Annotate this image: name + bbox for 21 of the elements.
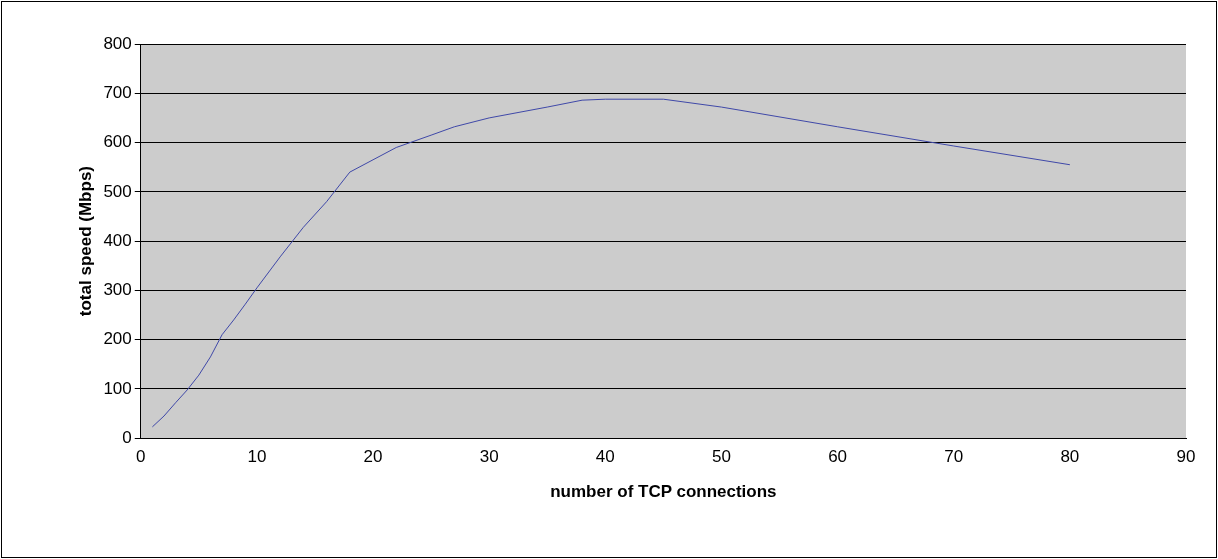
x-tick-label: 50 <box>711 447 731 467</box>
y-tick-label: 800 <box>103 33 132 53</box>
x-tick-label: 60 <box>828 447 848 467</box>
y-tick-label: 400 <box>103 230 132 250</box>
x-tick-label: 30 <box>479 447 499 467</box>
x-tick-label: 90 <box>1176 447 1196 467</box>
y-axis-title: total speed (Mbps) <box>75 166 95 317</box>
x-tick-label: 10 <box>247 447 267 467</box>
x-tick-label: 70 <box>944 447 964 467</box>
y-tick-label: 200 <box>103 329 132 349</box>
x-tick-label: 40 <box>595 447 615 467</box>
y-tick-label: 500 <box>103 181 132 201</box>
x-axis-title: number of TCP connections <box>550 482 777 502</box>
x-tick-label: 0 <box>136 447 146 467</box>
x-tick-label: 80 <box>1060 447 1080 467</box>
y-tick-label: 300 <box>103 280 132 300</box>
y-tick-label: 700 <box>103 82 132 102</box>
x-tick-label: 20 <box>363 447 383 467</box>
y-tick-label: 100 <box>103 378 132 398</box>
y-tick-label: 0 <box>122 427 132 447</box>
y-tick-label: 600 <box>103 132 132 152</box>
